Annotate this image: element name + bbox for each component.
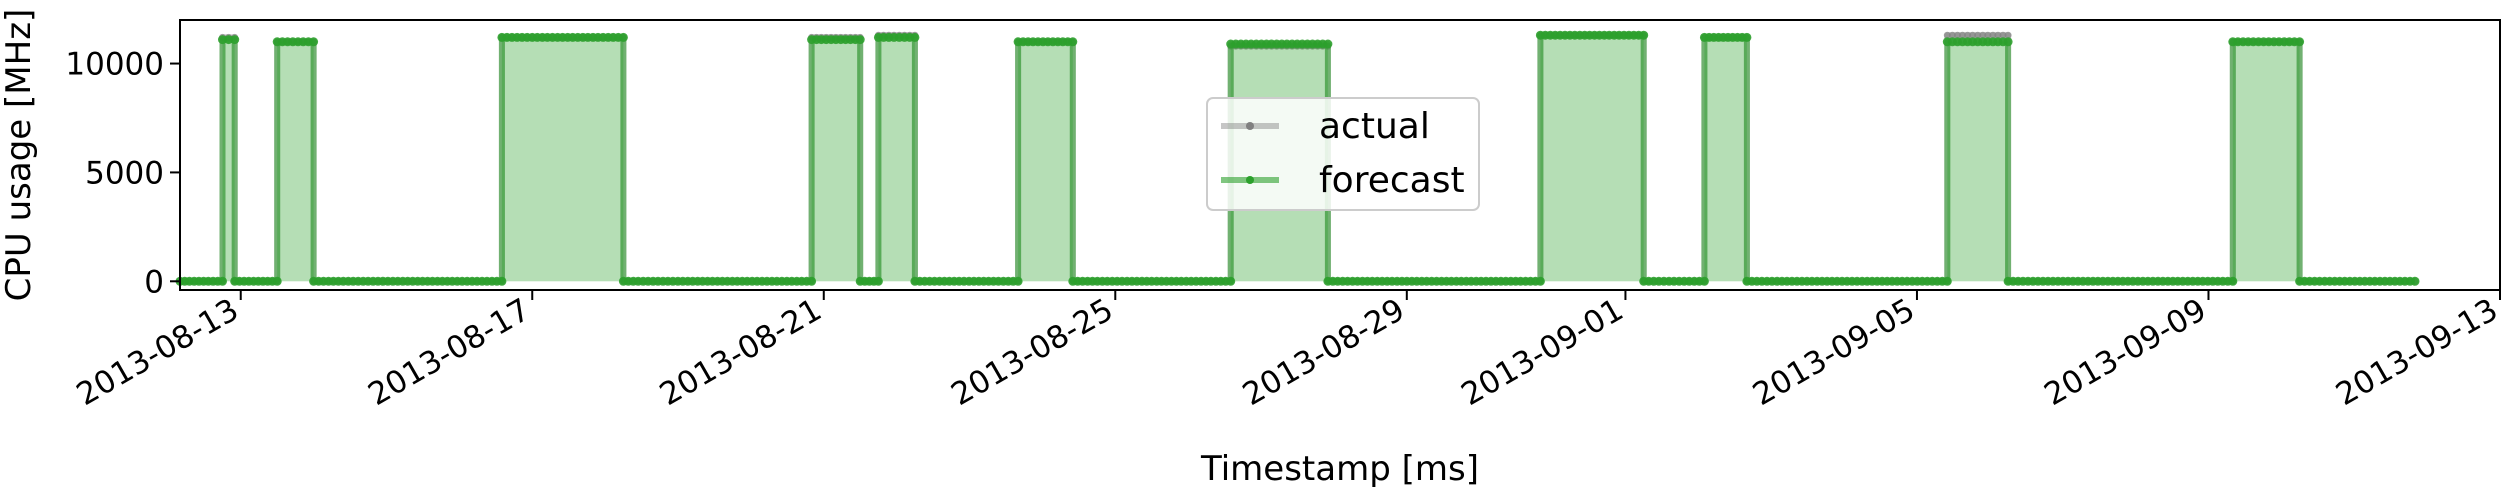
forecast-point (1068, 37, 1078, 47)
forecast-point (1699, 276, 1709, 286)
forecast-point (218, 276, 227, 286)
actual-point (1943, 31, 1951, 39)
actual-point (1999, 31, 2007, 39)
actual-point (1984, 31, 1992, 39)
forecast-point (2295, 37, 2305, 47)
forecast-point (1942, 276, 1952, 286)
forecast-area (1947, 41, 2009, 282)
forecast-area (1704, 37, 1747, 282)
forecast-point (1742, 32, 1752, 42)
forecast-point (1013, 276, 1023, 286)
forecast-area (1018, 41, 1073, 282)
actual-point (1959, 31, 1966, 39)
forecast-point (2228, 276, 2238, 286)
legend-label-actual: actual (1319, 106, 1430, 147)
plot-frame (179, 19, 2501, 291)
forecast-point (2003, 37, 2013, 47)
actual-point (1994, 31, 2002, 39)
y-axis-label: CPU usage [MHz] (0, 9, 39, 302)
forecast-point (618, 32, 628, 42)
forecast-series (175, 30, 2420, 286)
forecast-area (1540, 35, 1644, 282)
forecast-area (811, 39, 861, 282)
x-axis: 2013-08-13 2013-08-17 2013-08-21 2013-08-25… (71, 290, 2504, 413)
x-tick-label: 2013-08-21 (654, 292, 828, 413)
legend-marker-actual (1246, 122, 1254, 130)
actual-point (2004, 31, 2012, 39)
y-tick-label: 5000 (85, 155, 164, 191)
x-tick-label: 2013-08-17 (362, 292, 536, 413)
forecast-point (910, 32, 920, 42)
y-tick-label: 0 (144, 264, 164, 300)
x-tick-label: 2013-09-09 (2038, 292, 2212, 413)
forecast-point (807, 276, 817, 286)
x-axis-label: Timestamp [ms] (1200, 449, 1479, 489)
actual-point (1989, 31, 1997, 39)
forecast-area (277, 41, 314, 282)
x-tick-label: 2013-08-25 (945, 292, 1119, 413)
forecast-point (497, 276, 507, 286)
forecast-point (272, 276, 282, 286)
actual-point (1954, 31, 1961, 39)
forecast-point (1323, 39, 1333, 49)
legend-marker-forecast (1246, 176, 1254, 184)
forecast-area (222, 39, 235, 282)
forecast-point (230, 35, 240, 45)
x-tick-label: 2013-08-13 (71, 292, 245, 413)
forecast-point (873, 276, 883, 286)
forecast-point (309, 37, 319, 47)
forecast-area (501, 37, 624, 282)
x-tick-label: 2013-09-13 (2330, 292, 2504, 413)
forecast-area (2232, 41, 2300, 282)
forecast-point (2410, 276, 2420, 286)
forecast-point (855, 35, 865, 45)
forecast-point (1226, 276, 1236, 286)
legend: actual forecast (1206, 97, 1480, 211)
forecast-area (878, 37, 915, 282)
actual-point (1974, 31, 1982, 39)
forecast-point (1535, 276, 1545, 286)
x-tick-label: 2013-09-01 (1455, 292, 1629, 413)
actual-point (1948, 31, 1956, 39)
actual-point (1969, 31, 1977, 39)
actual-point (1964, 31, 1972, 39)
x-tick-label: 2013-08-29 (1237, 292, 1411, 413)
x-tick-label: 2013-09-05 (1747, 292, 1921, 413)
actual-point (1979, 31, 1987, 39)
forecast-point (1639, 30, 1649, 40)
y-tick-label: 10000 (65, 47, 164, 83)
y-axis: 0 5000 10000 (65, 47, 180, 300)
legend-label-forecast: forecast (1319, 160, 1465, 201)
